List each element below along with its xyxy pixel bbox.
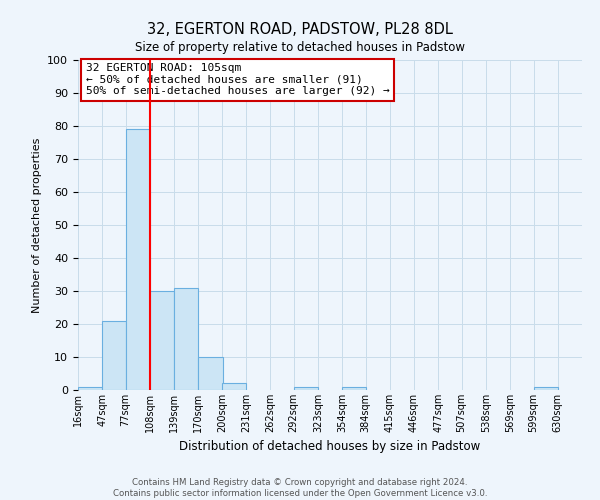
Bar [533,386,558,390]
Bar [342,386,367,390]
Bar [199,357,223,390]
Bar [174,288,199,390]
Y-axis label: Number of detached properties: Number of detached properties [32,138,42,312]
Bar [293,386,318,390]
Text: 32, EGERTON ROAD, PADSTOW, PL28 8DL: 32, EGERTON ROAD, PADSTOW, PL28 8DL [147,22,453,38]
Text: 32 EGERTON ROAD: 105sqm
← 50% of detached houses are smaller (91)
50% of semi-de: 32 EGERTON ROAD: 105sqm ← 50% of detache… [86,64,389,96]
Text: Size of property relative to detached houses in Padstow: Size of property relative to detached ho… [135,41,465,54]
Bar [78,386,102,390]
Bar [125,130,150,390]
Text: Contains HM Land Registry data © Crown copyright and database right 2024.
Contai: Contains HM Land Registry data © Crown c… [113,478,487,498]
Bar [222,384,246,390]
X-axis label: Distribution of detached houses by size in Padstow: Distribution of detached houses by size … [179,440,481,454]
Bar [102,320,127,390]
Bar [150,291,174,390]
